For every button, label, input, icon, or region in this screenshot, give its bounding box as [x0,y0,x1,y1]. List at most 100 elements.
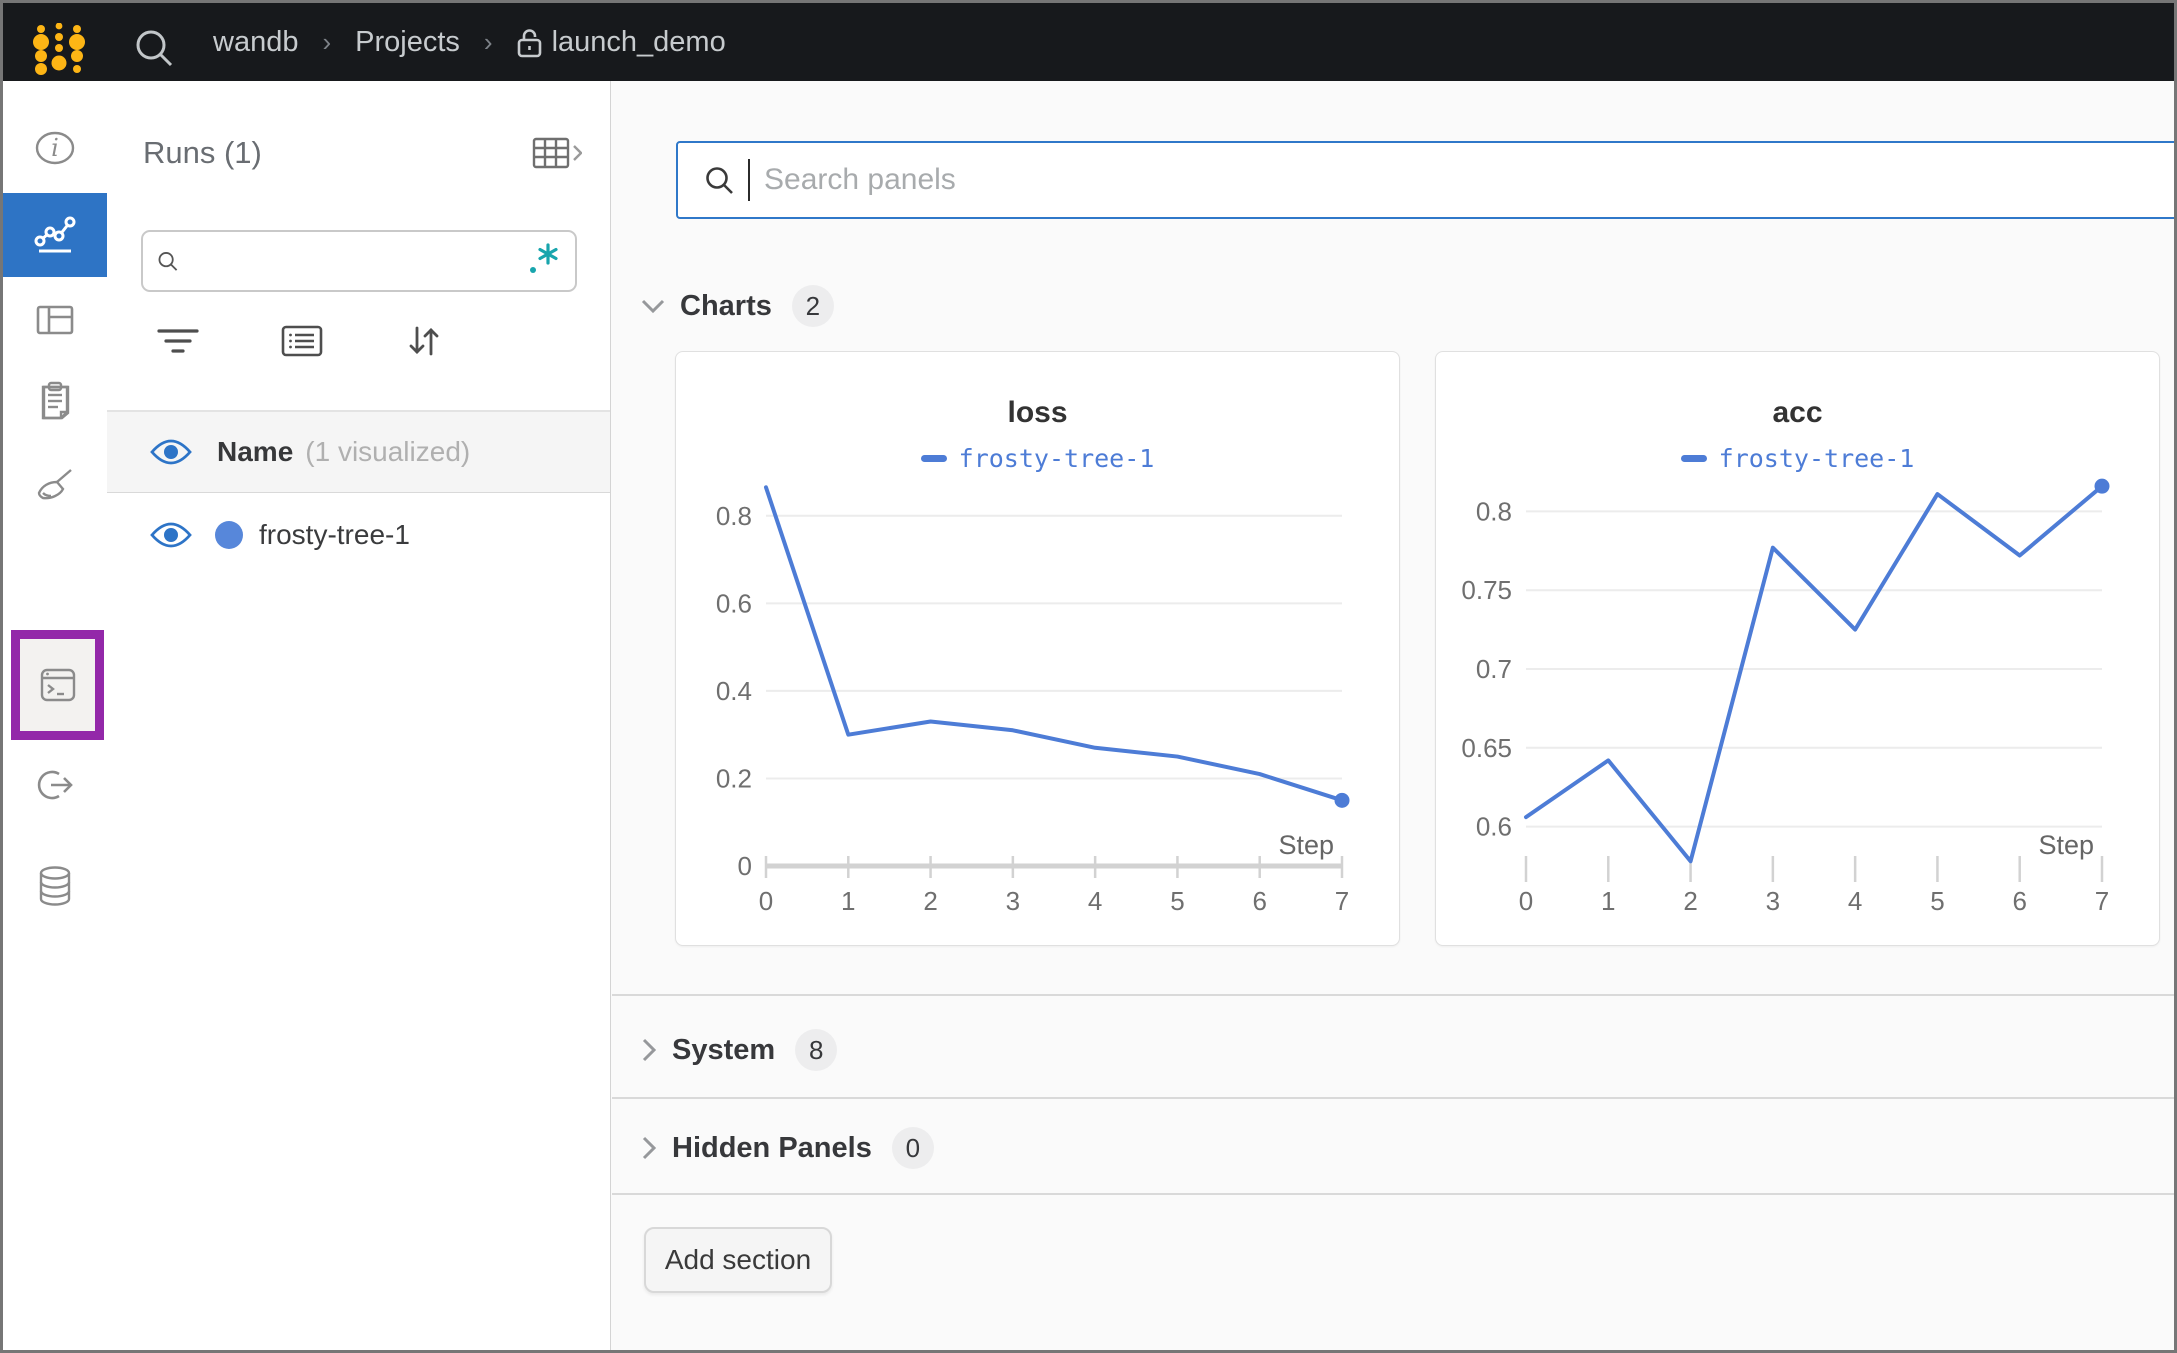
filter-icon[interactable] [157,328,199,359]
svg-text:7: 7 [2095,886,2109,916]
svg-text:0: 0 [759,886,773,916]
visibility-all-icon[interactable] [149,437,193,467]
section-divider [612,994,2174,996]
chevron-right-icon [642,1136,657,1160]
svg-text:0: 0 [738,851,752,881]
search-icon [706,167,733,194]
runs-sidebar: Runs (1) [107,81,611,1350]
section-header-hidden-panels[interactable]: Hidden Panels 0 [640,1126,934,1170]
run-color-dot [215,521,243,549]
chart-panel-acc[interactable]: acc frosty-tree-1 0.6 0.65 0.7 0.75 0.8 0 1 2 3 4… [1435,351,2160,946]
svg-text:0.8: 0.8 [716,501,752,531]
svg-text:0.8: 0.8 [1476,496,1512,526]
svg-text:Step: Step [2038,830,2094,860]
legend-line-swatch [920,455,947,462]
section-count-badge: 0 [891,1127,934,1169]
runs-table-expand-button[interactable] [532,135,582,171]
breadcrumb-project[interactable]: launch_demo [517,26,726,59]
svg-text:6: 6 [1252,886,1266,916]
svg-text:0: 0 [1519,886,1533,916]
svg-text:3: 3 [1006,886,1020,916]
top-bar: wandb › Projects › launch_demo [3,3,2174,81]
svg-text:6: 6 [2012,886,2026,916]
section-label: Charts [680,289,772,322]
svg-text:1: 1 [1601,886,1615,916]
svg-text:5: 5 [1170,886,1184,916]
nav-jobs-highlight[interactable] [11,630,104,740]
chart-title: acc [1772,396,1823,429]
nav-automations-icon[interactable] [3,743,107,827]
run-name: frosty-tree-1 [259,519,410,550]
group-list-icon[interactable] [281,325,323,362]
svg-text:Step: Step [1278,830,1334,860]
run-visibility-icon[interactable] [149,520,193,550]
chevron-down-icon [641,299,665,314]
svg-text:4: 4 [1088,886,1102,916]
runs-divider [107,410,610,412]
breadcrumb-entity[interactable]: wandb [213,25,299,58]
legend-run-name: frosty-tree-1 [958,444,1155,473]
lock-icon [517,28,541,57]
section-count-badge: 2 [791,285,834,327]
terminal-icon [40,668,75,702]
section-divider [612,1193,2174,1195]
svg-text:0.2: 0.2 [716,763,752,793]
section-count-badge: 8 [795,1029,838,1071]
workspace-main: Charts 2 loss frosty-tree-1 0 0.2 0.4 0.6 0.… [612,81,2174,1350]
panel-search-input[interactable] [762,162,2174,198]
search-icon [158,252,178,271]
svg-text:0.65: 0.65 [1461,733,1512,763]
svg-text:0.6: 0.6 [1476,812,1512,842]
chart-legend: frosty-tree-1 [676,444,1399,473]
nav-logs-icon[interactable] [3,359,107,443]
run-row[interactable]: frosty-tree-1 [107,493,610,577]
svg-text:2: 2 [1683,886,1697,916]
section-header-system[interactable]: System 8 [640,1028,838,1072]
runs-search-input[interactable] [188,244,527,278]
svg-text:7: 7 [1335,886,1349,916]
breadcrumb-separator: › [483,26,493,57]
svg-text:0.6: 0.6 [716,588,752,618]
svg-text:1: 1 [841,886,855,916]
global-search-icon[interactable] [133,27,175,69]
svg-text:0.75: 0.75 [1461,575,1512,605]
svg-text:4: 4 [1848,886,1862,916]
nav-workspace-icon[interactable] [3,193,107,277]
breadcrumb-projects[interactable]: Projects [355,25,460,58]
svg-text:i: i [51,134,59,162]
nav-artifacts-icon[interactable] [3,844,107,928]
text-caret [748,159,750,201]
runs-header-row: Name (1 visualized) [107,412,610,493]
runs-header-name: Name [217,436,294,467]
runs-title: Runs (1) [143,135,262,170]
sort-icon[interactable] [407,324,441,363]
nav-panels-icon[interactable] [3,278,107,362]
svg-text:0.4: 0.4 [716,676,752,706]
nav-sweeps-icon[interactable] [3,444,107,528]
chart-title: loss [1007,396,1068,429]
left-nav-rail: i [3,81,108,1350]
legend-run-name: frosty-tree-1 [1718,444,1915,473]
breadcrumb-separator: › [322,26,332,57]
runs-search-box[interactable] [141,230,577,292]
chart-legend: frosty-tree-1 [1436,444,2159,473]
legend-line-swatch [1680,455,1707,462]
section-header-charts[interactable]: Charts 2 [640,284,834,328]
section-label: System [672,1033,776,1066]
svg-text:5: 5 [1930,886,1944,916]
chevron-right-icon [642,1038,657,1062]
wandb-logo-icon[interactable] [29,23,87,75]
nav-overview-icon[interactable]: i [3,106,107,190]
breadcrumb: wandb › Projects › launch_demo [213,3,726,81]
section-label: Hidden Panels [672,1131,872,1164]
section-divider [612,1097,2174,1099]
regex-toggle-icon[interactable] [527,241,561,282]
add-section-button[interactable]: Add section [644,1227,832,1293]
svg-text:3: 3 [1766,886,1780,916]
panel-search-box[interactable] [676,141,2174,219]
chart-panel-loss[interactable]: loss frosty-tree-1 0 0.2 0.4 0.6 0.8 0 1 2 3 4 5 6 7… [675,351,1400,946]
runs-header-visualized: (1 visualized) [305,436,471,467]
